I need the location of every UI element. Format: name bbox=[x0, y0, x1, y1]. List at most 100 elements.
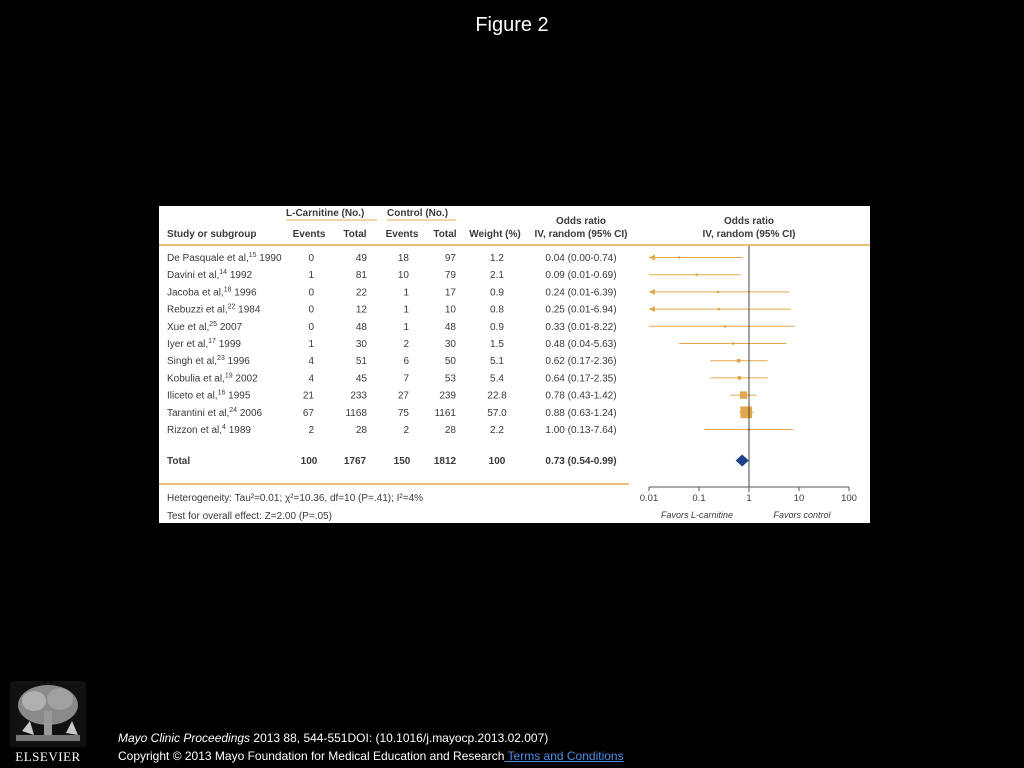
header-ctrl-group: Control (No.) bbox=[387, 208, 448, 219]
study-point bbox=[736, 358, 741, 363]
weight-cell: 5.1 bbox=[490, 356, 504, 367]
study-author: Tarantini et al, bbox=[167, 408, 229, 419]
header-ctrl-events: Events bbox=[386, 229, 419, 240]
lc-total-cell: 48 bbox=[356, 322, 368, 333]
study-point bbox=[739, 391, 748, 399]
forest-plot-figure: L-Carnitine (No.) Control (No.) Study or… bbox=[159, 206, 870, 523]
study-year: 1996 bbox=[225, 356, 250, 367]
ci-arrow-left bbox=[649, 288, 655, 295]
total-lc-total: 1767 bbox=[344, 456, 367, 467]
weight-cell: 1.2 bbox=[490, 253, 504, 264]
study-ref: 23 bbox=[217, 355, 225, 362]
study-name: Davini et al,14 1992 bbox=[167, 269, 253, 281]
or-ci-cell: 0.25 (0.01-6.94) bbox=[545, 305, 616, 316]
total-label: Total bbox=[167, 456, 190, 467]
citation-journal: Mayo Clinic Proceedings bbox=[118, 731, 251, 745]
lc-total-cell: 12 bbox=[356, 305, 368, 316]
ctrl-total-cell: 1161 bbox=[434, 408, 456, 419]
ctrl-events-cell: 10 bbox=[398, 270, 410, 281]
study-point bbox=[695, 273, 698, 276]
study-ref: 19 bbox=[225, 372, 233, 379]
weight-cell: 2.2 bbox=[490, 425, 504, 436]
study-row: Rebuzzi et al,22 1984 0 12 1 10 0.8 0.25 (0.01… bbox=[167, 304, 617, 316]
study-name: Singh et al,23 1996 bbox=[167, 355, 250, 367]
study-name: Iyer et al,17 1999 bbox=[167, 338, 241, 350]
study-year: 2006 bbox=[237, 408, 262, 419]
ctrl-events-cell: 1 bbox=[403, 305, 409, 316]
ctrl-events-cell: 6 bbox=[403, 356, 409, 367]
or-ci-cell: 1.00 (0.13-7.64) bbox=[545, 425, 616, 436]
study-year: 1989 bbox=[226, 425, 251, 436]
study-ref: 24 bbox=[229, 407, 237, 414]
study-author: Singh et al, bbox=[167, 356, 217, 367]
weight-cell: 5.4 bbox=[490, 373, 504, 384]
study-name: Jacoba et al,18 1996 bbox=[167, 286, 257, 298]
ctrl-total-cell: 48 bbox=[445, 322, 457, 333]
or-ci-cell: 0.62 (0.17-2.36) bbox=[545, 356, 616, 367]
header-ctrl-total: Total bbox=[433, 229, 456, 240]
x-tick-label: 1 bbox=[746, 493, 751, 504]
header-plot-line2: IV, random (95% CI) bbox=[703, 229, 796, 240]
lc-total-cell: 51 bbox=[356, 356, 368, 367]
weight-cell: 22.8 bbox=[487, 391, 507, 402]
study-name: Iliceto et al,16 1995 bbox=[167, 390, 251, 402]
overall-effect-text: Test for overall effect: Z=2.00 (P=.05) bbox=[167, 511, 332, 522]
total-ctrl-events: 150 bbox=[394, 456, 411, 467]
forest-plot-marks bbox=[649, 246, 795, 492]
or-ci-cell: 0.04 (0.00-0.74) bbox=[545, 253, 616, 264]
study-point bbox=[717, 307, 721, 311]
ctrl-total-cell: 239 bbox=[439, 391, 456, 402]
or-ci-cell: 0.09 (0.01-0.69) bbox=[545, 270, 616, 281]
terms-link[interactable]: Terms and Conditions bbox=[504, 749, 624, 763]
study-point bbox=[737, 376, 742, 380]
or-ci-cell: 0.24 (0.01-6.39) bbox=[545, 287, 616, 298]
ctrl-events-cell: 1 bbox=[403, 287, 409, 298]
lc-total-cell: 81 bbox=[356, 270, 368, 281]
elsevier-logo: ELSEVIER bbox=[10, 681, 86, 765]
study-author: Xue et al, bbox=[167, 322, 209, 333]
citation-details: 2013 88, 544-551DOI: (10.1016/j.mayocp.2… bbox=[250, 731, 549, 745]
or-ci-cell: 0.78 (0.43-1.42) bbox=[545, 391, 616, 402]
lc-total-cell: 28 bbox=[356, 425, 368, 436]
study-row: Tarantini et al,24 2006 67 1168 75 1161 57.0 0… bbox=[167, 407, 617, 419]
study-author: Davini et al, bbox=[167, 270, 219, 281]
heterogeneity-text: Heterogeneity: Tau²=0.01; χ²=10.36, df=1… bbox=[167, 493, 423, 504]
ci-arrow-left bbox=[649, 254, 655, 261]
study-point bbox=[731, 342, 735, 345]
copyright-line: Copyright © 2013 Mayo Foundation for Med… bbox=[118, 747, 624, 765]
lc-total-cell: 22 bbox=[356, 287, 368, 298]
ctrl-total-cell: 79 bbox=[445, 270, 457, 281]
weight-cell: 57.0 bbox=[487, 408, 507, 419]
study-ref: 22 bbox=[228, 304, 236, 311]
lc-events-cell: 1 bbox=[308, 270, 314, 281]
citation-line: Mayo Clinic Proceedings 2013 88, 544-551… bbox=[118, 729, 624, 747]
summary-diamond bbox=[735, 454, 749, 467]
lc-events-cell: 67 bbox=[303, 408, 315, 419]
x-tick-label: 0.01 bbox=[640, 493, 659, 504]
weight-cell: 0.8 bbox=[490, 305, 504, 316]
study-author: De Pasquale et al, bbox=[167, 253, 249, 264]
forest-plot-svg: L-Carnitine (No.) Control (No.) Study or… bbox=[159, 208, 870, 522]
study-year: 2002 bbox=[233, 373, 258, 384]
or-ci-cell: 0.64 (0.17-2.35) bbox=[545, 373, 616, 384]
study-row: Xue et al,25 2007 0 48 1 48 0.9 0.33 (0.01-8.2… bbox=[167, 321, 617, 333]
study-name: Rizzon et al,4 1989 bbox=[167, 424, 251, 436]
favors-right-label: Favors control bbox=[773, 510, 831, 520]
study-ref: 15 bbox=[249, 252, 257, 259]
study-point bbox=[740, 406, 753, 419]
study-year: 1995 bbox=[225, 391, 250, 402]
study-row: Jacoba et al,18 1996 0 22 1 17 0.9 0.24 (0.01-… bbox=[167, 286, 617, 298]
lc-events-cell: 21 bbox=[303, 391, 315, 402]
or-ci-cell: 0.88 (0.63-1.24) bbox=[545, 408, 616, 419]
study-rows: De Pasquale et al,15 1990 0 49 18 97 1.2 0.04 … bbox=[167, 252, 617, 436]
study-author: Kobulia et al, bbox=[167, 373, 225, 384]
study-row: Davini et al,14 1992 1 81 10 79 2.1 0.09 (0.01… bbox=[167, 269, 617, 281]
tree-icon bbox=[10, 681, 86, 747]
slide-title: Figure 2 bbox=[475, 14, 549, 36]
study-row: Iyer et al,17 1999 1 30 2 30 1.5 0.48 (0.04-5.… bbox=[167, 338, 617, 350]
study-row: Iliceto et al,16 1995 21 233 27 239 22.8 0.78 … bbox=[167, 390, 617, 402]
or-ci-cell: 0.33 (0.01-8.22) bbox=[545, 322, 616, 333]
lc-total-cell: 45 bbox=[356, 373, 368, 384]
header-plot-line1: Odds ratio bbox=[724, 216, 774, 227]
study-ref: 16 bbox=[218, 390, 226, 397]
